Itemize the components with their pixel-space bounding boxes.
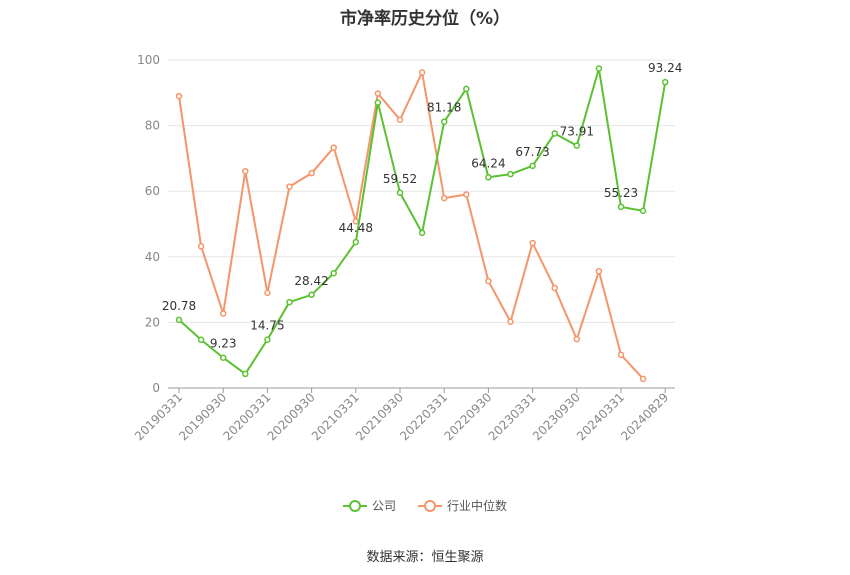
data-point-industry-median	[551, 284, 558, 292]
y-tick-label: 100	[137, 53, 160, 67]
data-point-industry-median	[418, 69, 426, 76]
legend-industry-label: 行业中位数	[447, 499, 508, 513]
data-point-industry-median	[595, 267, 603, 275]
data-point-industry-median	[264, 289, 271, 297]
data-point-company	[440, 118, 448, 125]
line-chart-plot: 0204060801002019033120190930202003312020…	[132, 53, 682, 443]
data-point-company	[396, 189, 404, 197]
data-point-industry-median	[639, 375, 647, 383]
series-line-industry-median	[178, 71, 644, 380]
data-point-industry-median	[463, 191, 470, 198]
data-source-note: 数据来源：恒生聚源	[366, 550, 484, 565]
data-point-industry-median	[617, 351, 625, 359]
legend-company-label: 公司	[371, 499, 396, 513]
data-label: 14.75	[250, 319, 284, 333]
legend-item-industry-median[interactable]: 行业中位数	[418, 497, 507, 514]
x-tick-label: 20240829	[618, 390, 671, 443]
data-point-industry-median	[507, 318, 514, 325]
data-point-industry-median	[374, 90, 382, 97]
data-point-company	[617, 203, 625, 211]
legend-item-company[interactable]: 公司	[342, 497, 396, 514]
data-point-company	[308, 291, 315, 299]
data-point-company	[330, 269, 337, 277]
data-point-company	[242, 370, 249, 378]
data-point-company	[219, 354, 227, 361]
data-label: 64.24	[471, 156, 505, 170]
data-label: 20.78	[162, 299, 196, 313]
y-tick-label: 20	[145, 315, 160, 329]
data-point-company	[551, 130, 558, 137]
data-point-company	[661, 78, 669, 86]
data-point-industry-median	[573, 335, 581, 343]
data-point-company	[595, 65, 603, 72]
data-point-industry-median	[440, 194, 448, 202]
data-label: 28.42	[294, 274, 328, 288]
chart-legend: 公司 行业中位数	[0, 497, 850, 514]
y-tick-label: 0	[152, 381, 160, 395]
chart-title: 市净率历史分位（%）	[339, 9, 511, 29]
data-point-company	[639, 207, 647, 215]
legend-industry-marker-icon	[418, 499, 442, 513]
data-label: 59.52	[383, 172, 417, 186]
y-tick-label: 60	[145, 184, 160, 198]
data-point-industry-median	[175, 92, 183, 100]
data-point-industry-median	[308, 169, 315, 177]
data-point-company	[264, 336, 271, 343]
data-point-company	[286, 298, 293, 306]
data-point-company	[485, 174, 492, 181]
data-label: 44.48	[339, 221, 373, 235]
legend-company-marker-icon	[342, 499, 367, 513]
data-point-industry-median	[485, 277, 492, 285]
data-label: 67.73	[515, 145, 549, 159]
data-point-industry-median	[286, 183, 293, 190]
y-tick-label: 80	[145, 119, 160, 133]
data-point-industry-median	[529, 239, 536, 247]
data-point-company	[352, 238, 360, 246]
data-label: 73.91	[560, 125, 594, 139]
data-label: 9.23	[210, 337, 237, 351]
data-point-company	[529, 162, 536, 170]
data-label: 93.24	[648, 61, 682, 75]
data-point-industry-median	[219, 310, 227, 317]
data-label: 55.23	[604, 186, 638, 200]
data-point-company	[197, 336, 205, 344]
data-point-company	[573, 142, 581, 149]
data-point-company	[507, 170, 514, 178]
data-point-company	[175, 316, 183, 324]
data-point-company	[374, 99, 382, 106]
data-point-industry-median	[197, 243, 205, 250]
data-point-industry-median	[396, 116, 404, 123]
data-point-industry-median	[242, 167, 249, 175]
data-point-company	[463, 85, 470, 93]
data-point-industry-median	[330, 144, 337, 151]
data-label: 81.18	[427, 101, 461, 115]
y-tick-label: 40	[145, 250, 160, 264]
data-point-company	[418, 229, 426, 237]
